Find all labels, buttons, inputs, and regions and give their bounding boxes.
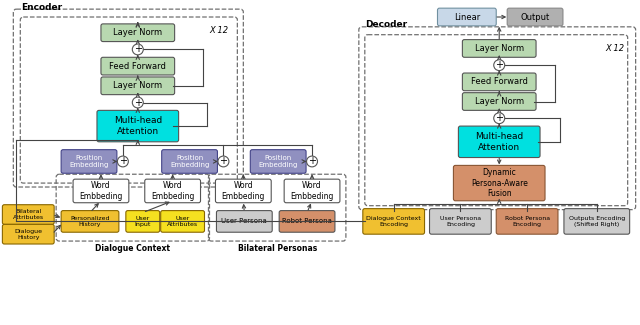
FancyBboxPatch shape bbox=[3, 205, 54, 224]
Text: Layer Norm: Layer Norm bbox=[113, 28, 163, 37]
FancyBboxPatch shape bbox=[161, 211, 205, 232]
Text: Multi-head
Attention: Multi-head Attention bbox=[475, 132, 524, 151]
Text: Layer Norm: Layer Norm bbox=[475, 44, 524, 53]
Text: Word
Embbeding: Word Embbeding bbox=[291, 181, 333, 201]
Text: Dialogue
History: Dialogue History bbox=[14, 229, 42, 240]
FancyBboxPatch shape bbox=[162, 150, 218, 173]
Text: Outputs Encoding
(Shifted Right): Outputs Encoding (Shifted Right) bbox=[569, 216, 625, 227]
Text: Dialogue Context
Encoding: Dialogue Context Encoding bbox=[366, 216, 421, 227]
Text: User Persona: User Persona bbox=[221, 218, 268, 224]
FancyBboxPatch shape bbox=[462, 73, 536, 91]
Text: +: + bbox=[134, 45, 142, 54]
Circle shape bbox=[117, 156, 129, 167]
Text: Output: Output bbox=[520, 12, 550, 21]
Text: User
Attributes: User Attributes bbox=[167, 216, 198, 227]
Text: Position
Embedding: Position Embedding bbox=[170, 155, 209, 168]
Text: Layer Norm: Layer Norm bbox=[475, 97, 524, 106]
Text: +: + bbox=[308, 156, 316, 166]
Text: Encoder: Encoder bbox=[21, 3, 63, 12]
Text: Word
Embbeding: Word Embbeding bbox=[151, 181, 195, 201]
FancyBboxPatch shape bbox=[101, 24, 175, 42]
FancyBboxPatch shape bbox=[279, 211, 335, 232]
Text: Position
Embedding: Position Embedding bbox=[259, 155, 298, 168]
Text: User
Input: User Input bbox=[134, 216, 151, 227]
Text: Feed Forward: Feed Forward bbox=[109, 62, 166, 71]
Text: +: + bbox=[220, 156, 227, 166]
Text: +: + bbox=[134, 98, 142, 108]
FancyBboxPatch shape bbox=[429, 209, 492, 234]
FancyBboxPatch shape bbox=[216, 179, 271, 203]
FancyBboxPatch shape bbox=[496, 209, 558, 234]
FancyBboxPatch shape bbox=[3, 224, 54, 244]
Circle shape bbox=[132, 97, 143, 108]
FancyBboxPatch shape bbox=[61, 150, 117, 173]
FancyBboxPatch shape bbox=[250, 150, 306, 173]
FancyBboxPatch shape bbox=[438, 8, 496, 26]
FancyBboxPatch shape bbox=[363, 209, 424, 234]
Circle shape bbox=[218, 156, 229, 167]
Text: Dynamic
Persona-Aware
Fusion: Dynamic Persona-Aware Fusion bbox=[471, 168, 527, 198]
FancyBboxPatch shape bbox=[101, 57, 175, 75]
FancyBboxPatch shape bbox=[126, 211, 160, 232]
FancyBboxPatch shape bbox=[564, 209, 630, 234]
Text: Word
Embbeding: Word Embbeding bbox=[79, 181, 123, 201]
Circle shape bbox=[493, 60, 505, 71]
FancyBboxPatch shape bbox=[73, 179, 129, 203]
Text: +: + bbox=[495, 113, 503, 123]
Text: Linear: Linear bbox=[454, 12, 480, 21]
Text: X 12: X 12 bbox=[605, 44, 625, 53]
FancyBboxPatch shape bbox=[462, 40, 536, 57]
FancyBboxPatch shape bbox=[145, 179, 200, 203]
Text: Robot Persona: Robot Persona bbox=[282, 218, 332, 224]
Text: +: + bbox=[119, 156, 127, 166]
FancyBboxPatch shape bbox=[458, 126, 540, 158]
Text: Decoder: Decoder bbox=[365, 20, 407, 29]
Circle shape bbox=[493, 113, 505, 124]
Text: Personalized
History: Personalized History bbox=[70, 216, 109, 227]
FancyBboxPatch shape bbox=[453, 165, 545, 201]
FancyBboxPatch shape bbox=[507, 8, 563, 26]
Text: Feed Forward: Feed Forward bbox=[471, 77, 527, 86]
Text: Multi-head
Attention: Multi-head Attention bbox=[114, 116, 162, 136]
Text: Dialogue Context: Dialogue Context bbox=[95, 244, 170, 253]
FancyBboxPatch shape bbox=[101, 77, 175, 95]
Text: X 12: X 12 bbox=[209, 26, 228, 35]
FancyBboxPatch shape bbox=[284, 179, 340, 203]
Circle shape bbox=[307, 156, 317, 167]
FancyBboxPatch shape bbox=[462, 93, 536, 110]
FancyBboxPatch shape bbox=[61, 211, 119, 232]
Text: +: + bbox=[495, 60, 503, 70]
Text: Bilateral Personas: Bilateral Personas bbox=[237, 244, 317, 253]
Text: Position
Embedding: Position Embedding bbox=[69, 155, 109, 168]
Text: Bilateral
Attributes: Bilateral Attributes bbox=[13, 209, 44, 220]
Circle shape bbox=[132, 44, 143, 55]
Text: Word
Embbeding: Word Embbeding bbox=[221, 181, 265, 201]
FancyBboxPatch shape bbox=[216, 211, 272, 232]
Text: Layer Norm: Layer Norm bbox=[113, 81, 163, 90]
Text: User Persona
Encoding: User Persona Encoding bbox=[440, 216, 481, 227]
Text: Robot Persona
Encoding: Robot Persona Encoding bbox=[504, 216, 550, 227]
FancyBboxPatch shape bbox=[97, 111, 179, 142]
